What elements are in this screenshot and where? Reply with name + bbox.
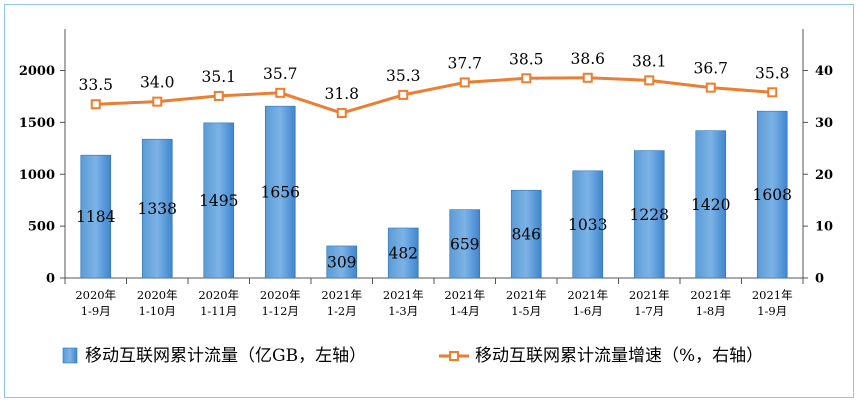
x-category-label-line1: 2021年 [444, 288, 485, 302]
x-category-label-line1: 2020年 [260, 288, 301, 302]
line-value-label: 38.5 [509, 50, 544, 68]
y-right-tick-label: 20 [815, 168, 833, 183]
line-marker [644, 75, 655, 86]
x-category-label-line2: 1-8月 [696, 304, 726, 318]
line-value-label: 38.1 [632, 52, 667, 70]
chart-svg: 0 500 1000 1500 2000 0 10 20 30 40 2020年 1-9月 2020年 1… [19, 29, 833, 366]
growth-line [95, 76, 773, 115]
line-value-label: 38.6 [570, 50, 605, 68]
line-marker [152, 96, 163, 107]
line-value-label: 35.1 [201, 68, 236, 86]
bar [203, 122, 235, 279]
bar-value-label: 1608 [753, 186, 792, 204]
bar [756, 110, 788, 279]
line-marker [521, 73, 532, 84]
y-right-tick-label: 30 [815, 116, 833, 131]
x-category-label-line1: 2021年 [506, 288, 547, 302]
bar [326, 245, 358, 279]
bar [572, 170, 604, 279]
x-category-label-line1: 2021年 [321, 288, 362, 302]
bar-value-label: 1184 [76, 208, 116, 226]
x-category-label-line1: 2020年 [198, 288, 239, 302]
line-marker [398, 89, 409, 100]
bar [80, 154, 112, 279]
line-marker [213, 90, 224, 101]
line-value-label: 31.8 [324, 85, 359, 103]
line-value-label: 34.0 [140, 74, 175, 92]
line-marker [275, 87, 286, 98]
x-category-label-line2: 1-2月 [327, 304, 357, 318]
x-category-label-line1: 2020年 [137, 288, 178, 302]
bar-value-label: 1338 [138, 200, 177, 218]
y-right-tick-label: 0 [815, 272, 824, 287]
bar-value-label: 309 [327, 253, 357, 271]
x-category-label-line2: 1-4月 [450, 304, 480, 318]
y-left-tick-label: 0 [46, 272, 55, 287]
line-marker [705, 82, 716, 93]
bar-value-label: 1656 [261, 184, 300, 202]
x-category-label-line2: 1-6月 [573, 304, 603, 318]
x-category-label-line2: 1-9月 [81, 304, 111, 318]
bar-value-label: 1228 [630, 206, 669, 224]
x-category-label-line2: 1-3月 [388, 304, 418, 318]
bar-value-label: 482 [388, 244, 418, 262]
legend-line-label: 移动互联网累计流量增速（%，右轴） [475, 346, 763, 366]
line-value-label: 33.5 [78, 76, 113, 94]
legend-bar-swatch [62, 347, 78, 364]
y-left-tick-label: 2000 [19, 64, 55, 79]
x-category-label-line2: 1-11月 [200, 304, 237, 318]
legend-bar-label: 移动互联网累计流量（亿GB，左轴） [85, 346, 366, 366]
y-right-tick-label: 10 [815, 220, 833, 235]
line-marker [767, 87, 778, 98]
line-value-label: 37.7 [447, 54, 482, 72]
bar-value-label: 1420 [691, 196, 730, 214]
bar-value-label: 1495 [199, 192, 238, 210]
y-left-tick-label: 1500 [19, 116, 55, 131]
x-category-label-line1: 2021年 [567, 288, 608, 302]
line-value-label: 35.7 [263, 65, 298, 83]
bar [695, 130, 727, 279]
bar [633, 150, 665, 279]
bar [449, 209, 481, 279]
x-category-label-line2: 1-10月 [139, 304, 176, 318]
x-category-label-line2: 1-9月 [757, 304, 787, 318]
chart-frame: 0 500 1000 1500 2000 0 10 20 30 40 2020年 1-9月 2020年 1… [4, 4, 854, 398]
bar [264, 105, 296, 279]
bar-value-label: 846 [511, 226, 541, 244]
line-value-label: 35.8 [755, 64, 790, 82]
x-category-label-line2: 1-5月 [511, 304, 541, 318]
y-left-tick-label: 1000 [19, 168, 55, 183]
y-right-tick-label: 40 [815, 64, 833, 79]
line-marker [459, 77, 470, 88]
x-category-label-line1: 2021年 [690, 288, 731, 302]
x-category-label-line2: 1-7月 [634, 304, 664, 318]
line-marker [336, 108, 347, 119]
bar-value-label: 1033 [568, 216, 607, 234]
y-left-tick-label: 500 [28, 220, 55, 235]
line-value-label: 36.7 [693, 60, 728, 78]
x-category-label-line1: 2020年 [75, 288, 116, 302]
x-category-label-line2: 1-12月 [262, 304, 299, 318]
bar [510, 189, 542, 279]
x-category-label-line1: 2021年 [752, 288, 793, 302]
bar-value-label: 659 [450, 235, 480, 253]
line-marker [90, 99, 101, 110]
legend-line-marker [449, 351, 459, 361]
x-category-label-line1: 2021年 [629, 288, 670, 302]
x-category-label-line1: 2021年 [383, 288, 424, 302]
bar [141, 138, 173, 279]
line-marker [582, 72, 593, 83]
bar [387, 227, 419, 279]
line-value-label: 35.3 [386, 67, 421, 85]
